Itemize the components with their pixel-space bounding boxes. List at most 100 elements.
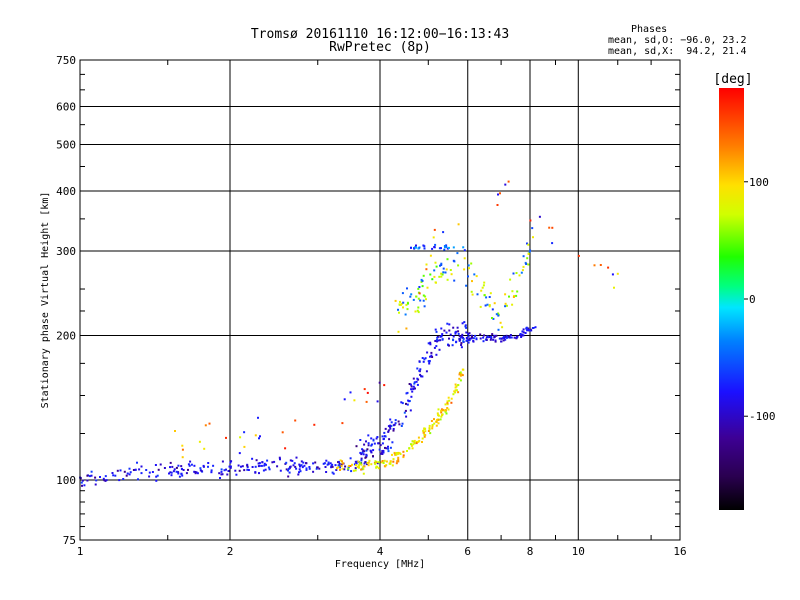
- data-point: [295, 456, 298, 459]
- data-point: [451, 344, 454, 347]
- data-point: [415, 380, 418, 383]
- data-point: [326, 463, 329, 466]
- data-point: [444, 271, 447, 274]
- data-point: [429, 343, 432, 346]
- data-point: [225, 436, 227, 439]
- data-point: [374, 460, 377, 463]
- data-point: [384, 446, 386, 449]
- data-point: [372, 455, 374, 458]
- data-point: [331, 471, 334, 474]
- data-point: [427, 430, 430, 432]
- data-point: [352, 469, 355, 472]
- data-point: [220, 473, 223, 476]
- data-point: [415, 246, 417, 249]
- data-point: [489, 335, 492, 338]
- data-point: [301, 466, 304, 469]
- data-point: [435, 281, 437, 284]
- data-point: [377, 461, 380, 464]
- data-point: [399, 453, 402, 455]
- data-point: [291, 459, 294, 462]
- data-point: [458, 377, 461, 380]
- data-point: [292, 464, 295, 467]
- data-point: [246, 468, 249, 471]
- data-point: [111, 472, 114, 474]
- data-point: [513, 336, 516, 339]
- data-point: [402, 301, 405, 304]
- data-point: [382, 462, 385, 464]
- data-point: [446, 278, 449, 281]
- data-point: [511, 303, 514, 306]
- data-point: [502, 335, 505, 338]
- data-point: [551, 242, 554, 245]
- data-point: [460, 373, 463, 376]
- data-point: [299, 470, 302, 473]
- y-tick-label: 75: [63, 534, 76, 547]
- data-point: [387, 425, 390, 428]
- data-point: [119, 469, 122, 472]
- data-point: [370, 437, 373, 440]
- data-point: [460, 346, 463, 349]
- data-point: [90, 474, 93, 477]
- data-point: [435, 345, 438, 348]
- data-point: [521, 330, 524, 333]
- data-point: [376, 400, 379, 403]
- data-point: [520, 271, 523, 274]
- data-point: [284, 462, 287, 465]
- data-point: [155, 475, 158, 478]
- data-point: [457, 264, 460, 267]
- data-point: [468, 332, 471, 335]
- data-point: [360, 453, 363, 456]
- y-tick-label: 600: [56, 101, 76, 114]
- data-point: [432, 236, 435, 239]
- data-point: [194, 471, 197, 473]
- data-point: [260, 464, 263, 467]
- data-point: [375, 437, 378, 440]
- data-point: [376, 465, 379, 468]
- data-point: [501, 326, 504, 329]
- data-point: [504, 302, 507, 305]
- data-point: [435, 339, 438, 341]
- data-point: [83, 484, 86, 487]
- data-point: [431, 427, 434, 430]
- data-point: [365, 454, 368, 457]
- data-point: [364, 456, 367, 459]
- data-point: [428, 360, 431, 363]
- data-point: [417, 436, 420, 439]
- data-point: [412, 443, 415, 446]
- data-point: [465, 339, 468, 342]
- colorbar-label: [deg]: [713, 72, 752, 87]
- data-point: [467, 264, 470, 267]
- data-point: [335, 469, 338, 471]
- data-point: [507, 180, 510, 183]
- data-point: [408, 447, 411, 450]
- data-point: [241, 465, 244, 468]
- data-point: [406, 308, 409, 311]
- data-point: [312, 470, 315, 473]
- data-point: [402, 450, 405, 453]
- data-point: [349, 391, 352, 394]
- data-point: [289, 465, 292, 468]
- data-point: [341, 460, 343, 463]
- data-point: [105, 479, 108, 482]
- data-point: [235, 473, 238, 476]
- data-point: [462, 337, 465, 340]
- data-point: [116, 469, 119, 472]
- data-point: [128, 467, 131, 470]
- data-point: [398, 303, 401, 306]
- data-point: [281, 431, 284, 434]
- data-point: [305, 462, 308, 465]
- data-point: [366, 462, 369, 464]
- data-point: [359, 451, 362, 454]
- data-point: [528, 250, 531, 253]
- data-point: [460, 344, 463, 346]
- data-point: [381, 451, 384, 454]
- data-point: [308, 466, 311, 468]
- data-point: [221, 473, 224, 476]
- data-point: [434, 340, 437, 342]
- data-point: [434, 243, 437, 246]
- data-point: [437, 414, 440, 417]
- data-point: [417, 247, 420, 250]
- data-point: [362, 472, 365, 475]
- data-point: [425, 263, 428, 266]
- data-point: [460, 335, 463, 338]
